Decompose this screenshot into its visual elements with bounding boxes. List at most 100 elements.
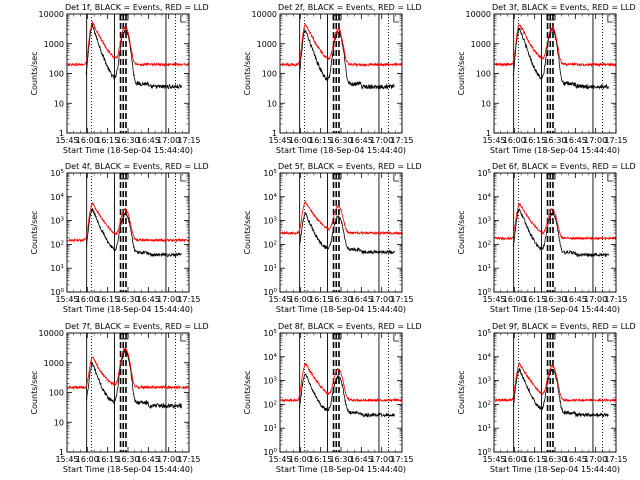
top-marker-corner (393, 334, 399, 342)
x-axis-label: Start Time (18-Sep-04 15:44:40) (490, 146, 620, 155)
lld-series-line (280, 200, 402, 236)
top-marker-corner (607, 15, 613, 23)
top-marker-box (119, 173, 129, 180)
events-series-line (298, 211, 395, 255)
y-tick-label: 103 (477, 377, 491, 386)
chart-panel-8: Det 8f, BLACK = Events, RED = LLD Counts/… (243, 322, 422, 474)
chart-panel-1: Det 1f, BLACK = Events, RED = LLD Counts/… (30, 3, 209, 155)
y-tick-label: 10 (267, 99, 277, 108)
x-tick-label: 15:45 (55, 295, 78, 304)
x-tick-label: 16:00 (503, 295, 526, 304)
y-tick-label: 100 (49, 70, 64, 79)
y-tick-label: 103 (477, 217, 491, 226)
x-tick-label: 17:15 (604, 136, 627, 145)
top-marker-box (546, 333, 556, 340)
x-tick-label: 16:00 (289, 295, 312, 304)
x-tick-label: 16:45 (137, 455, 160, 464)
top-marker-corner (180, 15, 186, 23)
y-axis-label: Counts/sec (30, 370, 39, 414)
events-series-line (512, 207, 609, 258)
y-tick-label: 10000 (466, 10, 491, 19)
events-series-line (86, 208, 182, 258)
plot-frame (279, 13, 403, 134)
chart-panel-6: Det 6f, BLACK = Events, RED = LLD Counts/… (457, 162, 636, 314)
chart-panel-9: Det 9f, BLACK = Events, RED = LLD Counts/… (457, 322, 636, 474)
x-tick-label: 16:30 (543, 295, 566, 304)
x-tick-label: 17:15 (390, 295, 413, 304)
events-series-line (512, 367, 609, 418)
top-marker-box (119, 14, 129, 21)
events-series-line (85, 24, 182, 90)
x-tick-label: 16:15 (96, 136, 119, 145)
x-tick-label: 17:00 (157, 455, 180, 464)
chart-panel-4: Det 4f, BLACK = Events, RED = LLD Counts/… (30, 162, 209, 314)
y-axis-label: Counts/sec (243, 51, 252, 95)
events-series-line (298, 373, 395, 418)
chart-title: Det 9f, BLACK = Events, RED = LLD (492, 322, 636, 331)
y-tick-label: 101 (263, 264, 277, 273)
x-tick-label: 15:45 (482, 455, 505, 464)
y-tick-label: 1 (59, 448, 64, 457)
y-tick-label: 1000 (257, 40, 277, 49)
y-tick-label: 1000 (44, 40, 64, 49)
x-tick-label: 17:15 (177, 295, 200, 304)
x-tick-label: 16:30 (116, 295, 139, 304)
x-tick-label: 16:00 (76, 455, 99, 464)
x-tick-label: 16:45 (350, 136, 373, 145)
y-tick-label: 10000 (39, 329, 64, 338)
y-tick-label: 101 (477, 264, 491, 273)
y-tick-label: 102 (477, 240, 491, 249)
y-tick-label: 104 (263, 193, 277, 202)
x-tick-label: 17:00 (584, 455, 607, 464)
plot-frame (493, 332, 617, 453)
x-tick-label: 17:15 (390, 455, 413, 464)
chart-panel-7: Det 7f, BLACK = Events, RED = LLD Counts/… (30, 322, 209, 474)
chart-title: Det 6f, BLACK = Events, RED = LLD (492, 162, 636, 171)
y-tick-label: 103 (263, 217, 277, 226)
top-marker-corner (393, 174, 399, 182)
top-marker-box (332, 173, 342, 180)
y-tick-label: 100 (262, 70, 277, 79)
x-tick-label: 16:00 (503, 455, 526, 464)
events-series-line (298, 29, 395, 90)
plot-frame (493, 13, 617, 134)
plot-frame (279, 332, 403, 453)
chart-panel-2: Det 2f, BLACK = Events, RED = LLD Counts/… (243, 3, 422, 155)
x-tick-label: 17:00 (370, 136, 393, 145)
x-tick-label: 16:15 (309, 295, 332, 304)
x-tick-label: 16:30 (116, 136, 139, 145)
chart-panel-3: Det 3f, BLACK = Events, RED = LLD Counts/… (457, 3, 636, 155)
x-tick-label: 17:00 (584, 136, 607, 145)
y-tick-label: 102 (477, 400, 491, 409)
x-tick-label: 16:30 (543, 455, 566, 464)
x-tick-label: 15:45 (482, 295, 505, 304)
top-marker-corner (180, 174, 186, 182)
x-tick-label: 15:45 (55, 136, 78, 145)
x-tick-label: 16:15 (96, 295, 119, 304)
x-tick-label: 17:00 (157, 136, 180, 145)
x-tick-label: 16:45 (564, 136, 587, 145)
x-tick-label: 15:45 (268, 136, 291, 145)
top-marker-box (546, 173, 556, 180)
chart-title: Det 4f, BLACK = Events, RED = LLD (65, 162, 209, 171)
y-tick-label: 103 (50, 217, 64, 226)
x-axis-label: Start Time (18-Sep-04 15:44:40) (276, 465, 406, 474)
y-tick-label: 102 (263, 240, 277, 249)
y-tick-label: 100 (476, 70, 491, 79)
y-tick-label: 1000 (44, 359, 64, 368)
chart-title: Det 7f, BLACK = Events, RED = LLD (65, 322, 209, 331)
lld-series-line (494, 23, 616, 68)
x-tick-label: 16:15 (309, 136, 332, 145)
x-axis-label: Start Time (18-Sep-04 15:44:40) (63, 305, 193, 314)
x-tick-label: 16:45 (137, 295, 160, 304)
top-marker-corner (607, 174, 613, 182)
x-tick-label: 17:15 (177, 136, 200, 145)
x-tick-label: 16:15 (96, 455, 119, 464)
x-tick-label: 17:15 (604, 455, 627, 464)
x-axis-label: Start Time (18-Sep-04 15:44:40) (276, 305, 406, 314)
x-tick-label: 16:00 (503, 136, 526, 145)
plot-frame (493, 172, 617, 293)
plot-frame (279, 172, 403, 293)
x-tick-label: 16:00 (289, 136, 312, 145)
